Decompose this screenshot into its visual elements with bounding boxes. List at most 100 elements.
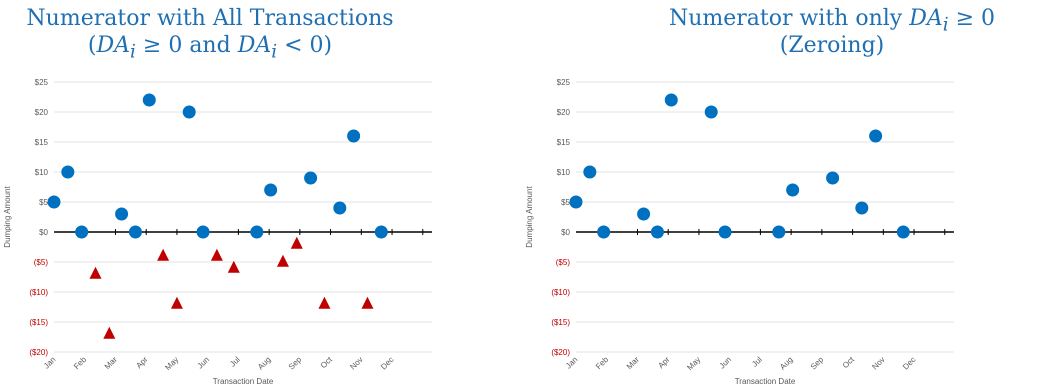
data-point-circle bbox=[347, 129, 361, 143]
chart-title-line1: Numerator with All Transactions bbox=[26, 6, 394, 31]
data-point-circle bbox=[47, 195, 61, 209]
y-tick-label: $20 bbox=[35, 108, 49, 117]
chart-title-line2: (DAi ≥ 0 and DAi < 0) bbox=[0, 33, 420, 65]
data-point-triangle bbox=[290, 236, 303, 249]
title-part: DA bbox=[96, 33, 131, 58]
data-point-circle bbox=[718, 225, 732, 239]
data-point-triangle bbox=[361, 296, 374, 309]
data-point-circle bbox=[264, 183, 278, 197]
y-tick-label: ($15) bbox=[29, 318, 48, 327]
data-point-triangle bbox=[89, 266, 102, 279]
title-part: DA bbox=[237, 33, 272, 58]
data-point-triangle bbox=[276, 254, 289, 267]
chart-panel-zeroing: Numerator with only DAi ≥ 0 (Zeroing) $2… bbox=[522, 0, 1044, 387]
x-tick-label: Sep bbox=[809, 355, 826, 372]
y-tick-label: $0 bbox=[39, 228, 48, 237]
y-tick-label: $10 bbox=[35, 168, 49, 177]
data-point-triangle bbox=[318, 296, 331, 309]
x-tick-label: Dec bbox=[379, 355, 395, 371]
y-tick-label: $15 bbox=[557, 138, 571, 147]
data-point-circle bbox=[704, 105, 718, 119]
title-part: ≥ 0 and bbox=[135, 33, 238, 58]
title-part: Numerator with only bbox=[668, 6, 910, 31]
x-tick-label: Jan bbox=[564, 355, 579, 370]
data-point-circle bbox=[896, 225, 910, 239]
data-point-circle bbox=[374, 225, 388, 239]
data-point-circle bbox=[61, 165, 75, 179]
x-tick-label: Apr bbox=[134, 355, 149, 370]
y-tick-label: ($5) bbox=[556, 258, 571, 267]
y-axis-title: Dumping Amount bbox=[3, 186, 12, 248]
y-tick-label: $25 bbox=[557, 78, 571, 87]
data-point-circle bbox=[786, 183, 800, 197]
title-part: ≥ 0 bbox=[948, 6, 996, 31]
title-part: < 0) bbox=[277, 33, 333, 58]
y-tick-label: $15 bbox=[35, 138, 49, 147]
data-point-circle bbox=[583, 165, 597, 179]
data-point-circle bbox=[664, 93, 678, 107]
x-tick-label: Jun bbox=[196, 355, 211, 370]
data-point-circle bbox=[304, 171, 318, 185]
y-tick-label: ($10) bbox=[551, 288, 570, 297]
data-point-circle bbox=[637, 207, 651, 221]
title-part: i bbox=[271, 41, 278, 63]
title-part: i bbox=[942, 14, 949, 36]
y-tick-label: $5 bbox=[561, 198, 570, 207]
y-tick-label: ($20) bbox=[551, 348, 570, 357]
x-tick-label: Feb bbox=[72, 355, 89, 372]
x-tick-label: Aug bbox=[778, 355, 794, 371]
x-tick-label: Nov bbox=[870, 355, 886, 371]
y-tick-label: $5 bbox=[39, 198, 48, 207]
chart-title-line1: Numerator with only DAi ≥ 0 bbox=[622, 6, 1042, 38]
x-tick-label: Oct bbox=[319, 355, 335, 371]
x-tick-label: Sep bbox=[287, 355, 304, 372]
data-point-circle bbox=[826, 171, 840, 185]
x-tick-label: May bbox=[163, 355, 180, 372]
x-tick-label: Aug bbox=[256, 355, 272, 371]
y-tick-label: $25 bbox=[35, 78, 49, 87]
data-point-circle bbox=[569, 195, 583, 209]
x-tick-label: Jul bbox=[228, 355, 242, 369]
data-point-circle bbox=[115, 207, 129, 221]
data-point-circle bbox=[597, 225, 611, 239]
data-point-circle bbox=[250, 225, 264, 239]
x-tick-label: Apr bbox=[656, 355, 671, 370]
data-point-triangle bbox=[227, 260, 240, 273]
data-point-circle bbox=[650, 225, 664, 239]
data-point-circle bbox=[75, 225, 89, 239]
x-tick-label: May bbox=[685, 355, 702, 372]
chart-panel-all-transactions: Numerator with All Transactions (DAi ≥ 0… bbox=[0, 6, 432, 386]
x-axis-title: Transaction Date bbox=[735, 377, 796, 386]
data-point-triangle bbox=[103, 326, 116, 339]
y-axis-title: Dumping Amount bbox=[525, 186, 534, 248]
data-point-circle bbox=[855, 201, 869, 215]
y-tick-label: $10 bbox=[557, 168, 571, 177]
x-tick-label: Oct bbox=[841, 355, 857, 371]
data-point-circle bbox=[333, 201, 347, 215]
x-tick-label: Jan bbox=[42, 355, 57, 370]
y-tick-label: ($5) bbox=[34, 258, 49, 267]
y-tick-label: ($15) bbox=[551, 318, 570, 327]
title-part: ( bbox=[87, 33, 97, 58]
chart-title-line2: (Zeroing) bbox=[779, 33, 885, 58]
x-tick-label: Mar bbox=[625, 355, 641, 371]
x-tick-label: Nov bbox=[348, 355, 364, 371]
data-point-circle bbox=[196, 225, 210, 239]
x-tick-label: Mar bbox=[103, 355, 119, 371]
data-point-circle bbox=[182, 105, 196, 119]
data-point-triangle bbox=[170, 296, 183, 309]
x-axis-title: Transaction Date bbox=[213, 377, 274, 386]
x-tick-label: Jun bbox=[718, 355, 733, 370]
y-tick-label: $20 bbox=[557, 108, 571, 117]
y-tick-label: ($20) bbox=[29, 348, 48, 357]
data-point-triangle bbox=[157, 248, 170, 261]
data-point-circle bbox=[869, 129, 883, 143]
data-point-circle bbox=[142, 93, 156, 107]
scatter-plot-all: $25 $20 $15 $10 $5 $0 ($5) ($10) ($15) ($20)Jan Fe… bbox=[3, 78, 432, 386]
data-point-circle bbox=[128, 225, 142, 239]
y-tick-label: $0 bbox=[561, 228, 570, 237]
y-tick-label: ($10) bbox=[29, 288, 48, 297]
title-part: i bbox=[130, 41, 136, 63]
scatter-plot-zeroing: $25 $20 $15 $10 $5 $0 ($5) ($10) ($15) ($20)Jan Fe… bbox=[525, 78, 954, 386]
data-point-triangle bbox=[210, 248, 223, 261]
